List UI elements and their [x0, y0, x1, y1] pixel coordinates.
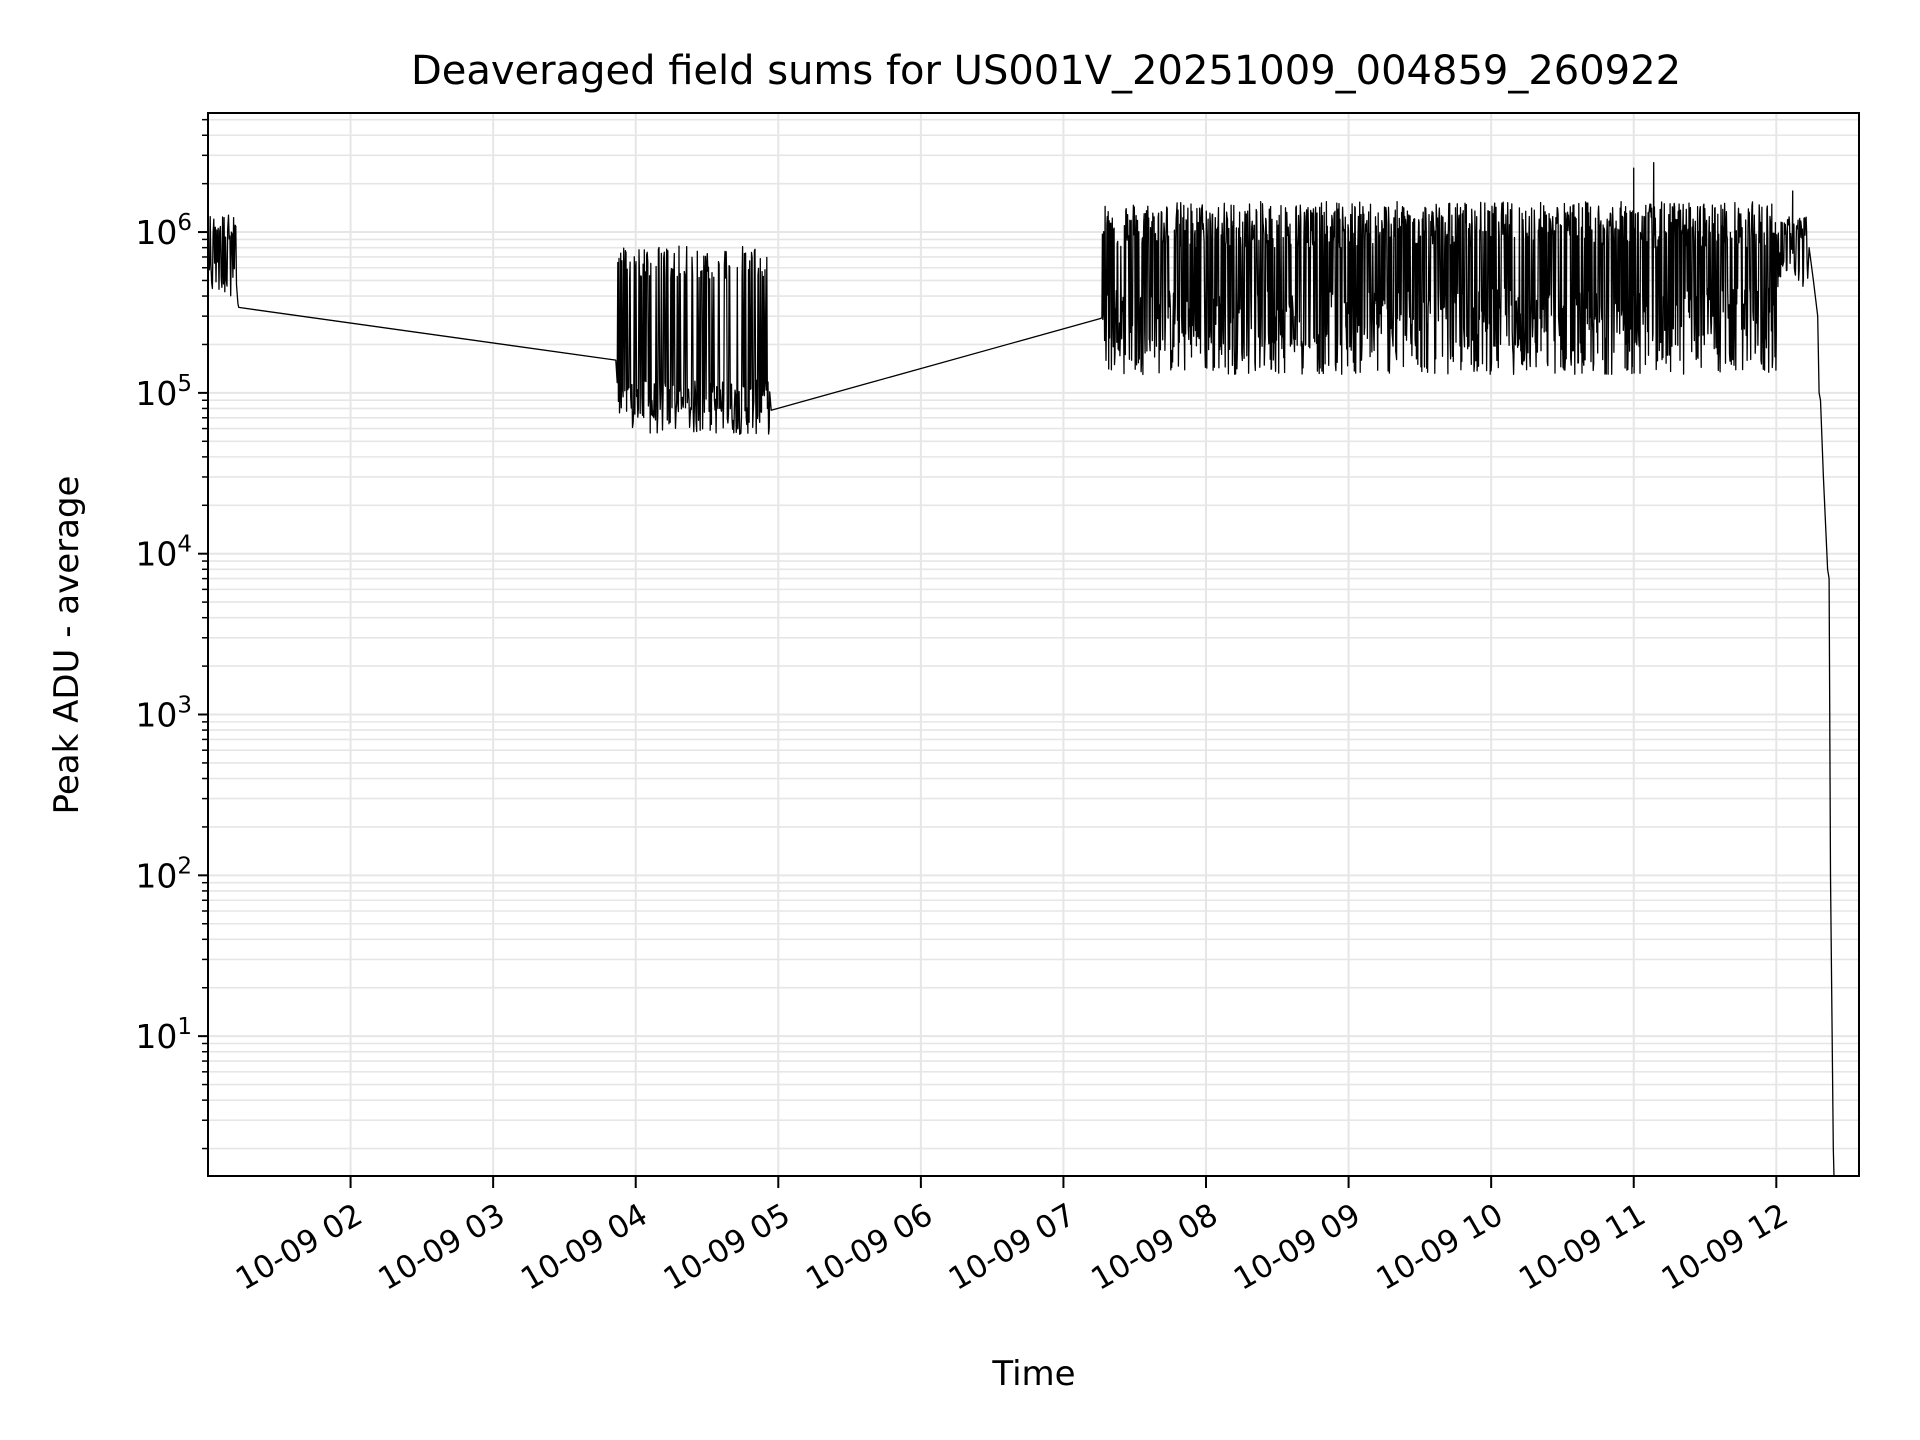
chart-title: Deaveraged field sums for US001V_2025100…: [411, 48, 1681, 94]
y-tick-exponent: 3: [177, 693, 192, 719]
y-tick-label: 102: [135, 853, 192, 895]
y-tick-label: 103: [135, 693, 192, 735]
grid: [208, 113, 1859, 1176]
y-tick-label: 101: [135, 1014, 192, 1056]
y-axis-label: Peak ADU - average: [47, 476, 87, 815]
y-tick-base: 10: [135, 1017, 177, 1056]
y-tick-exponent: 6: [177, 210, 192, 236]
y-tick-exponent: 1: [177, 1014, 192, 1040]
data-line: [207, 162, 1835, 1177]
series: [207, 162, 1835, 1177]
axes-frame: [207, 112, 1860, 1177]
y-tick-base: 10: [135, 696, 177, 735]
y-tick-exponent: 2: [177, 853, 192, 879]
y-tick-base: 10: [135, 213, 177, 252]
y-tick-base: 10: [135, 535, 177, 574]
y-tick-label: 106: [135, 210, 192, 252]
x-axis-label: Time: [991, 1354, 1075, 1394]
y-tick-base: 10: [135, 856, 177, 895]
y-tick-base: 10: [135, 374, 177, 413]
y-tick-label: 105: [135, 371, 192, 413]
y-tick-exponent: 4: [177, 532, 192, 558]
y-tick-label: 104: [135, 532, 192, 574]
y-tick-exponent: 5: [177, 371, 192, 397]
